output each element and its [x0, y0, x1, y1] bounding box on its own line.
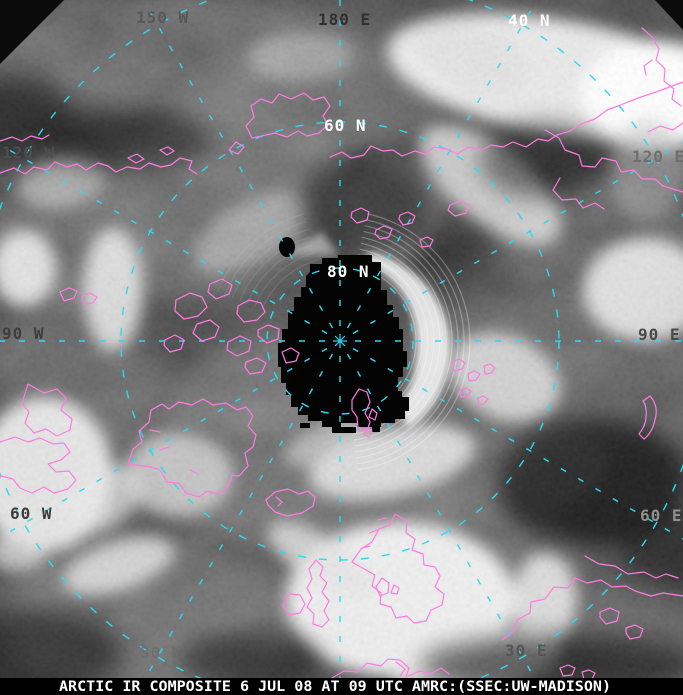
label-60e: 60 E	[640, 506, 683, 525]
coast-kamchatka	[641, 27, 682, 107]
caption-bar-background	[0, 678, 683, 695]
corner-cutoff-topright	[655, 0, 683, 30]
label-60w: 60 W	[10, 504, 53, 523]
seam-streak-arc	[261, 259, 317, 310]
seam-streak-arc	[239, 236, 311, 301]
seam-streak-arc	[356, 225, 459, 459]
seam-streak-arc	[217, 213, 304, 292]
coast-wrangel	[447, 200, 470, 217]
cloud-blob	[372, 427, 380, 432]
label-30e: 30 E	[505, 641, 548, 660]
coast-greenland	[127, 398, 257, 498]
seam-streak-arc	[358, 213, 471, 471]
label-30w: 30 W	[140, 643, 183, 662]
coast-kola	[584, 555, 679, 579]
seam-streak-arc	[224, 221, 306, 295]
coast-scandinavia	[351, 513, 445, 624]
coastlines	[0, 27, 683, 680]
label-90e: 90 E	[638, 325, 681, 344]
coast-franz-josef	[451, 358, 496, 406]
cloud-blob	[362, 252, 451, 428]
seam-streak-arc	[246, 244, 313, 304]
coast-island-ticks	[127, 146, 175, 164]
label-60n: 60 N	[324, 116, 367, 135]
coast-alaska-north	[0, 157, 198, 175]
coast-chukotka	[544, 122, 683, 210]
coast-iceland	[265, 488, 316, 517]
seam-streak-arc	[355, 230, 453, 453]
coast-novaya-zemlya	[638, 395, 657, 440]
pole-marker	[334, 335, 346, 347]
caption-bar: ARCTIC IR COMPOSITE 6 JUL 08 AT 09 UTC A…	[0, 678, 683, 695]
coast-canadian-archipelago	[59, 278, 300, 375]
label-120w: 120 W	[2, 143, 55, 162]
cloud-blob	[332, 427, 356, 433]
label-180e: 180 E	[318, 10, 371, 29]
label-40n: 40 N	[508, 11, 551, 30]
cloud-blob	[300, 423, 310, 428]
caption-text: ARCTIC IR COMPOSITE 6 JUL 08 AT 09 UTC A…	[59, 679, 611, 695]
data-gap-dot	[279, 237, 295, 257]
coast-siberia	[329, 81, 683, 159]
coast-alaska-west	[228, 92, 331, 155]
coast-alaska-south	[0, 134, 50, 142]
seam-streak-arc	[353, 242, 441, 441]
coast-baffin	[21, 383, 73, 437]
seam-streak-arc	[254, 252, 315, 307]
coast-france	[331, 658, 450, 679]
coast-svalbard	[351, 388, 378, 438]
label-150w: 150 W	[136, 8, 189, 27]
label-90w: 90 W	[2, 324, 45, 343]
map-labels: 150 W 180 E 40 N 60 N 80 N 120 W 120 E 9…	[2, 8, 683, 662]
coast-denmark	[375, 577, 400, 597]
latitude-circle-80n	[266, 267, 414, 415]
label-80n: 80 N	[327, 262, 370, 281]
seam-streak-arc	[354, 236, 447, 447]
coast-baltic	[501, 577, 683, 680]
seam-streak-arc	[231, 228, 309, 298]
corner-cutoff-topleft	[0, 0, 64, 64]
cloud-blob	[285, 232, 338, 255]
label-120e: 120 E	[632, 147, 683, 166]
seam-streak-arc	[357, 219, 465, 465]
coast-labrador	[0, 436, 77, 494]
coast-new-siberian	[350, 207, 434, 248]
coast-ireland	[282, 593, 306, 616]
coast-britain	[306, 559, 330, 628]
